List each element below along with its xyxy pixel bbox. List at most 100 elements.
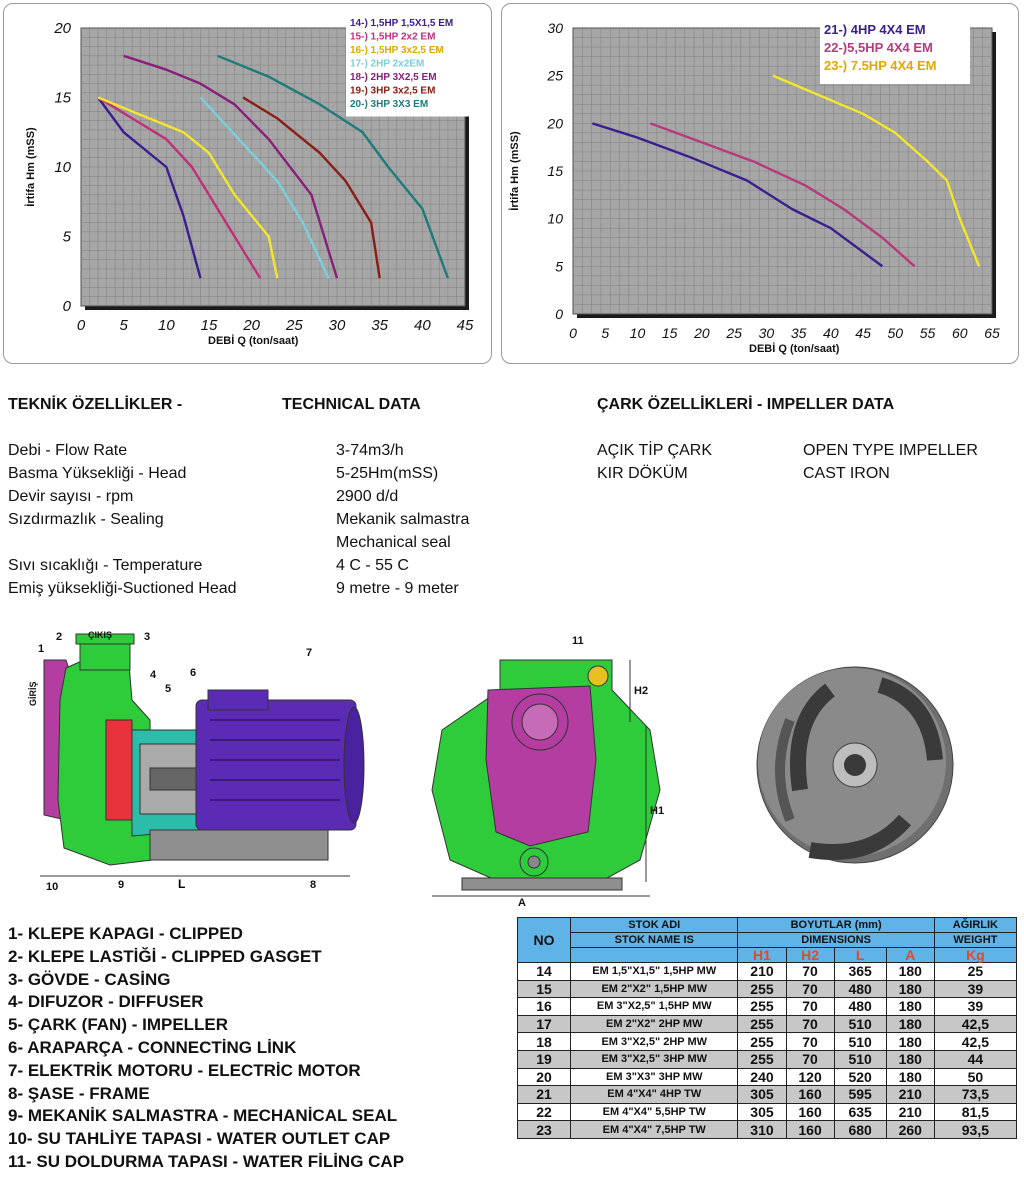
x-tick-label: 50 <box>888 325 904 341</box>
y-tick-label: 10 <box>547 211 563 227</box>
cell-h2: 70 <box>785 997 835 1016</box>
x-tick-label: 40 <box>823 325 839 341</box>
cell-h2: 160 <box>785 1120 835 1139</box>
y-axis-label: İrtifa Hm (mSS) <box>508 131 521 211</box>
series-line <box>649 122 916 268</box>
cell-no: 22 <box>516 1102 572 1122</box>
part-item: 11- SU DOLDURMA TAPASI - WATER FİLİNG CA… <box>8 1152 405 1171</box>
cell-l: 595 <box>833 1085 887 1104</box>
cell-h2: 120 <box>785 1067 835 1087</box>
cell-stock: EM 4"X4" 7,5HP TW <box>570 1120 739 1139</box>
tech-value: 9 metre - 9 meter <box>336 580 459 597</box>
cell-kg: 25 <box>933 962 1018 981</box>
x-tick-label: 25 <box>285 317 303 334</box>
part-item: 7- ELEKTRİK MOTORU - ELECTRİC MOTOR <box>8 1060 361 1080</box>
tech-value: 2900 d/d <box>336 488 399 505</box>
x-tick-label: 10 <box>158 317 175 334</box>
legend-entry: 16-) 1,5HP 3x2,5 EM <box>350 45 444 56</box>
legend-entry: 20-) 3HP 3X3 EM <box>350 99 428 110</box>
callout-11: 11 <box>572 635 584 647</box>
outlet-label: ÇIKIŞ <box>88 630 112 640</box>
col-weight-tr: AĞIRLIK <box>933 917 1018 933</box>
part-item: 10- SU TAHLİYE TAPASI - WATER OUTLET CAP <box>8 1129 391 1149</box>
cell-h2: 160 <box>785 1085 835 1104</box>
cell-l: 635 <box>833 1102 887 1122</box>
cell-h1: 210 <box>737 962 787 981</box>
cell-l: 520 <box>833 1067 887 1087</box>
callout-9: 9 <box>118 879 124 891</box>
col-no: NO <box>516 917 572 963</box>
table-row: 21 EM 4"X4" 4HP TW 305 160 595 210 73,5 <box>516 1085 1018 1104</box>
tech-value: 4 C - 55 C <box>336 557 409 574</box>
part-item: 4- DIFUZOR - DIFFUSER <box>8 992 204 1012</box>
x-tick-label: 25 <box>725 325 742 341</box>
x-tick-label: 40 <box>414 317 431 334</box>
cell-h1: 310 <box>737 1120 787 1139</box>
x-tick-label: 30 <box>329 317 346 334</box>
impeller-type-tr: AÇIK TİP ÇARK <box>597 442 712 459</box>
x-tick-label: 0 <box>569 325 577 341</box>
y-axis-label: İrtifa Hm (mSS) <box>24 127 37 207</box>
series-line <box>97 96 202 279</box>
x-tick-label: 5 <box>119 317 128 334</box>
tech-value: 3-74m3/h <box>336 442 404 459</box>
y-tick-label: 15 <box>54 90 71 107</box>
callout-3: 3 <box>144 631 150 643</box>
series-line <box>772 74 981 267</box>
x-tick-label: 60 <box>952 325 968 341</box>
cell-stock: EM 3"X2,5" 2HP MW <box>570 1032 739 1051</box>
impeller-material-tr: KIR DÖKÜM <box>597 465 688 482</box>
legend-entry: 21-) 4HP 4X4 EM <box>824 22 926 37</box>
callout-6: 6 <box>190 667 196 679</box>
tech-label: Basma Yüksekliği - Head <box>8 465 187 482</box>
cell-l: 365 <box>833 962 887 981</box>
x-tick-label: 55 <box>920 325 936 341</box>
x-tick-label: 15 <box>662 325 678 341</box>
y-tick-label: 15 <box>547 163 563 179</box>
dimension-table: NO STOK ADI BOYUTLAR (mm) AĞIRLIK STOK N… <box>516 917 1018 1139</box>
cell-kg: 50 <box>933 1067 1018 1087</box>
legend-entry: 22-)5,5HP 4X4 EM <box>824 40 933 55</box>
series-line <box>123 54 339 279</box>
cell-no: 21 <box>516 1085 572 1104</box>
cell-no: 18 <box>516 1032 572 1051</box>
cell-stock: EM 3"X2,5" 3HP MW <box>570 1049 739 1069</box>
tech-heading-tr: TEKNİK ÖZELLİKLER - <box>8 396 183 413</box>
callout-7: 7 <box>306 647 312 659</box>
y-tick-label: 5 <box>555 258 563 274</box>
col-weight-en: WEIGHT <box>933 932 1018 948</box>
y-tick-label: 20 <box>546 115 563 131</box>
inlet-label: GİRİŞ <box>28 681 38 706</box>
tech-label: Devir sayısı - rpm <box>8 488 134 505</box>
x-tick-label: 0 <box>77 317 86 334</box>
cell-kg: 39 <box>933 997 1018 1016</box>
legend-box <box>346 14 470 117</box>
x-tick-label: 10 <box>630 325 646 341</box>
part-item: 3- GÖVDE - CASİNG <box>8 969 171 989</box>
cell-h2: 70 <box>785 962 835 981</box>
cell-h1: 305 <box>737 1085 787 1104</box>
cell-a: 180 <box>885 1032 935 1051</box>
series-line <box>242 96 381 279</box>
callout-2: 2 <box>56 631 62 643</box>
cell-no: 16 <box>516 997 572 1016</box>
cell-l: 480 <box>833 997 887 1016</box>
x-tick-label: 35 <box>371 317 388 334</box>
table-row: 16 EM 3"X2,5" 1,5HP MW 255 70 480 180 39 <box>516 997 1018 1016</box>
cell-a: 180 <box>885 1049 935 1069</box>
legend-entry: 19-) 3HP 3x2,5 EM <box>350 86 435 97</box>
dimension-table-body: 14 EM 1,5"X1,5" 1,5HP MW 210 70 365 180 25 15 EM… <box>516 962 1018 1139</box>
cell-kg: 93,5 <box>933 1120 1018 1139</box>
col-dims-tr: BOYUTLAR (mm) <box>737 917 935 933</box>
x-tick-label: 20 <box>693 325 710 341</box>
cell-stock: EM 2"X2" 2HP MW <box>570 1014 739 1034</box>
tech-value: 5-25Hm(mSS) <box>336 465 439 482</box>
cell-stock: EM 1,5"X1,5" 1,5HP MW <box>570 962 739 981</box>
pump-drawings: L 1 2 3 4 5 6 7 8 9 10 ÇIKIŞ GİRİŞ <box>28 630 954 909</box>
cell-l: 510 <box>833 1032 887 1051</box>
cell-no: 23 <box>516 1120 572 1139</box>
x-tick-label: 20 <box>242 317 260 334</box>
cell-l: 680 <box>833 1120 887 1139</box>
cell-no: 14 <box>516 962 572 981</box>
x-tick-label: 5 <box>601 325 609 341</box>
